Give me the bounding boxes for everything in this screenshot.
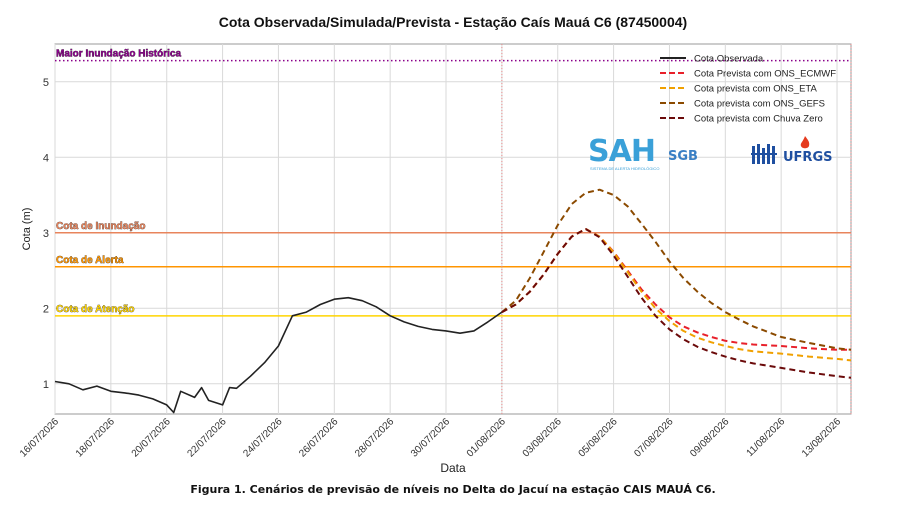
ufrgs-logo: UFRGS: [783, 150, 833, 165]
legend-label: Cota Prevista com ONS_ECMWF: [694, 69, 836, 80]
x-tick-label: 28/07/2026: [353, 416, 396, 459]
legend-label: Cota prevista com ONS_ETA: [694, 84, 818, 95]
x-tick-label: 20/07/2026: [130, 416, 173, 459]
figure-caption: Figura 1. Cenários de previsão de níveis…: [190, 483, 716, 496]
y-axis-label: Cota (m): [21, 208, 33, 251]
series-line: [501, 228, 852, 379]
chart-title: Cota Observada/Simulada/Prevista - Estaç…: [219, 14, 687, 30]
series-line: [501, 228, 852, 362]
series-group: [54, 188, 852, 414]
reference-lines: Maior Inundação Histórica Cota de Inundaç…: [55, 48, 851, 317]
x-tick-label: 26/07/2026: [297, 416, 340, 459]
logo-strip: SAH SISTEMA DE ALERTA HIDROLÓGICO SGB UF…: [588, 136, 838, 174]
reference-line-label: Cota de Atenção: [56, 304, 135, 315]
x-tick-label: 03/08/2026: [521, 416, 564, 459]
x-tick-label: 22/07/2026: [186, 416, 229, 459]
reference-line-label: Maior Inundação Histórica: [56, 49, 181, 60]
y-tick-label: 3: [43, 228, 49, 240]
x-tick-label: 11/08/2026: [745, 416, 788, 459]
legend-label: Cota prevista com ONS_GEFS: [694, 99, 825, 110]
x-tick-labels: 16/07/2026 18/07/2026 20/07/2026 22/07/2026…: [18, 416, 844, 459]
x-tick-label: 30/07/2026: [409, 416, 452, 459]
x-tick-label: 09/08/2026: [688, 416, 731, 459]
sgb-logo: SGB: [668, 149, 698, 164]
series-line: [54, 296, 503, 414]
series-line: [501, 228, 851, 351]
sah-logo: SAH: [588, 134, 656, 169]
x-tick-label: 05/08/2026: [577, 416, 620, 459]
sah-logo-subtitle: SISTEMA DE ALERTA HIDROLÓGICO: [590, 166, 660, 171]
x-tick-label: 16/07/2026: [18, 416, 61, 459]
reference-line-label: Cota de Inundação: [56, 221, 145, 232]
ufrgs-flame-icon: [800, 136, 810, 149]
y-tick-label: 5: [43, 77, 49, 89]
x-tick-label: 13/08/2026: [800, 416, 843, 459]
y-tick-label: 1: [43, 379, 49, 391]
x-tick-label: 24/07/2026: [241, 416, 284, 459]
legend: Cota Observada Cota Prevista com ONS_ECMW…: [660, 54, 836, 125]
series-line: [501, 188, 852, 351]
legend-label: Cota Observada: [694, 54, 764, 65]
legend-label: Cota prevista com Chuva Zero: [694, 114, 823, 125]
y-tick-label: 2: [43, 303, 49, 315]
x-tick-label: 18/07/2026: [74, 416, 117, 459]
reference-line-label: Cota de Alerta: [56, 255, 124, 266]
x-tick-label: 01/08/2026: [465, 416, 508, 459]
x-axis-label: Data: [440, 461, 466, 475]
iph-logo-icon: [751, 144, 777, 164]
y-tick-label: 4: [43, 152, 49, 164]
x-tick-label: 07/08/2026: [632, 416, 675, 459]
y-tick-labels: 1 2 3 4 5: [43, 77, 49, 391]
